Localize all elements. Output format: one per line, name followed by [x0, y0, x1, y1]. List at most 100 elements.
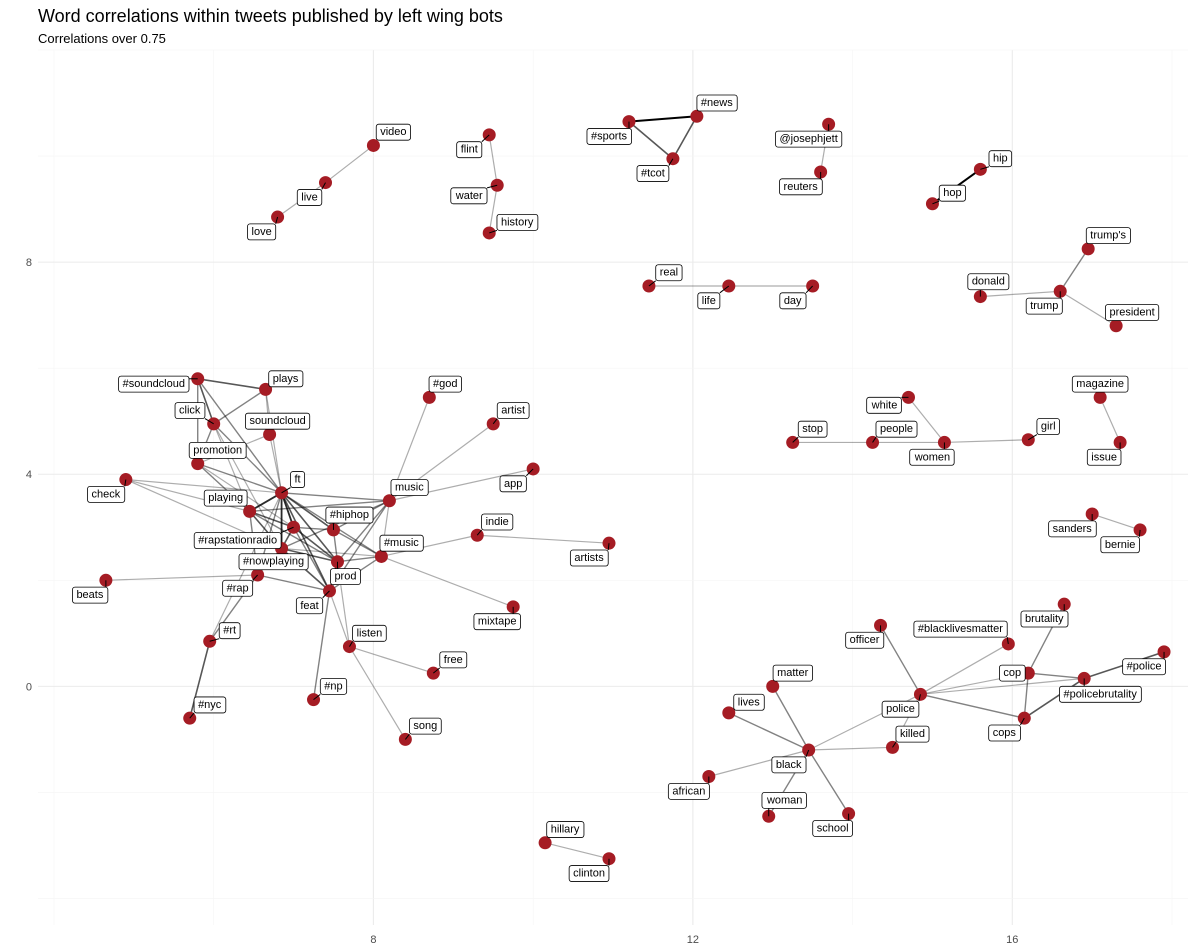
- edge-#news-#sports: [628, 115, 697, 123]
- node-label-text: water: [455, 190, 483, 202]
- node-label-text: #tcot: [641, 168, 665, 180]
- node-label-text: girl: [1041, 421, 1056, 433]
- node-label-check: check: [87, 479, 127, 503]
- edge-ft-music: [281, 492, 390, 502]
- node-label-text: check: [92, 488, 121, 500]
- edge-flint-water: [488, 134, 498, 186]
- node-label-text: #god: [433, 378, 457, 390]
- node-label-text: live: [301, 191, 318, 203]
- label-box: [456, 141, 483, 159]
- label-box: [193, 696, 227, 714]
- node-label-text: @josephjett: [780, 133, 838, 145]
- edge-police-officer: [879, 625, 922, 695]
- label-segment: [489, 229, 498, 234]
- label-box: [1059, 685, 1142, 703]
- node-label-text: love: [252, 226, 272, 238]
- label-box: [247, 223, 277, 241]
- node-label-video: video: [375, 123, 411, 141]
- label-segment: [481, 134, 490, 143]
- chart-subtitle: Correlations over 0.75: [38, 31, 166, 46]
- label-box: [290, 471, 306, 488]
- edge-plays-ft: [265, 389, 283, 493]
- node-label-#police: #police: [1122, 651, 1166, 676]
- node-label-sanders: sanders: [1048, 514, 1097, 538]
- label-box: [87, 485, 126, 503]
- node-label-#policebrutality: #policebrutality: [1059, 678, 1142, 703]
- node-label-text: click: [179, 405, 201, 417]
- node-label-officer: officer: [845, 625, 885, 649]
- edge-promotion-ft: [197, 462, 282, 494]
- node-label-text: #hiphop: [330, 509, 369, 521]
- label-box: [375, 123, 411, 141]
- label-box: [1085, 227, 1131, 245]
- node-label-text: reuters: [784, 181, 819, 193]
- node-label-trump: trump: [1025, 291, 1063, 315]
- node-label-text: #soundcloud: [123, 378, 185, 390]
- node-label-text: flint: [461, 144, 478, 156]
- node-matter: [766, 679, 780, 693]
- node-label-#nowplaying: #nowplaying: [238, 553, 309, 571]
- node-soundcloud: [263, 427, 277, 441]
- label-segment: [1028, 434, 1038, 441]
- node-label-black: black: [771, 749, 810, 774]
- label-box: [1048, 520, 1097, 538]
- edge-black-lives: [728, 712, 809, 751]
- label-segment: [209, 638, 220, 642]
- label-box: [1036, 418, 1060, 435]
- node-label-text: app: [504, 478, 522, 490]
- node-label-plays: plays: [268, 370, 304, 388]
- label-box: [1071, 375, 1129, 393]
- edge-#sports-#tcot: [628, 120, 674, 160]
- edge-magazine-issue: [1099, 397, 1121, 443]
- chart-title: Word correlations within tweets publishe…: [38, 6, 503, 26]
- node-label-text: magazine: [1076, 378, 1124, 390]
- node-label-#nyc: #nyc: [189, 696, 227, 719]
- label-box: [761, 791, 807, 809]
- label-segment: [124, 479, 127, 487]
- edge-#rapstationradio-feat: [292, 526, 331, 592]
- node-label-playing: playing: [203, 489, 248, 507]
- edge-#blacklivesmatter-police: [920, 643, 1009, 695]
- node-label-text: people: [880, 423, 913, 435]
- node-label-trump's: trump's: [1085, 227, 1131, 245]
- node-label-white: white: [866, 396, 909, 414]
- node-label-day: day: [779, 285, 814, 310]
- node-label-text: hop: [943, 187, 961, 199]
- label-box: [439, 651, 468, 669]
- edge-#music-#nowplaying: [281, 547, 382, 558]
- node-label-text: black: [776, 759, 802, 771]
- node-label-#rapstationradio: #rapstationradio: [193, 526, 294, 549]
- edge-playing-music: [249, 500, 390, 513]
- label-box: [568, 865, 610, 882]
- label-box: [222, 579, 254, 597]
- node-label-text: ft: [294, 474, 300, 486]
- node-#god: [422, 390, 436, 404]
- node-label-free: free: [432, 651, 468, 674]
- label-box: [988, 724, 1021, 742]
- label-box: [1025, 297, 1063, 315]
- node-label-text: music: [395, 482, 424, 494]
- label-box: [866, 396, 902, 414]
- node-hillary: [538, 836, 552, 850]
- edge-indie-artists: [477, 534, 610, 544]
- node-label-text: life: [702, 295, 716, 307]
- edge-#rap-beats: [105, 574, 258, 581]
- node-music: [382, 494, 396, 508]
- node-label-issue: issue: [1086, 442, 1122, 466]
- node-label-text: matter: [777, 667, 809, 679]
- node-label-life: life: [697, 285, 730, 310]
- label-box: [775, 130, 843, 148]
- node-label-text: african: [672, 785, 705, 797]
- label-segment: [648, 280, 657, 287]
- label-segment: [189, 712, 195, 719]
- label-segment: [432, 667, 441, 674]
- node-label-text: sanders: [1053, 523, 1093, 535]
- node-label-hillary: hillary: [546, 821, 585, 838]
- edge-#soundcloud-click: [196, 378, 215, 425]
- node-label-#news: #news: [696, 94, 738, 112]
- node-label-text: #blacklivesmatter: [918, 623, 1003, 635]
- label-box: [428, 375, 462, 393]
- node-video: [366, 138, 380, 152]
- label-layer: video live love flint water history #news #spor…: [72, 94, 1166, 882]
- node-label-song: song: [404, 717, 442, 740]
